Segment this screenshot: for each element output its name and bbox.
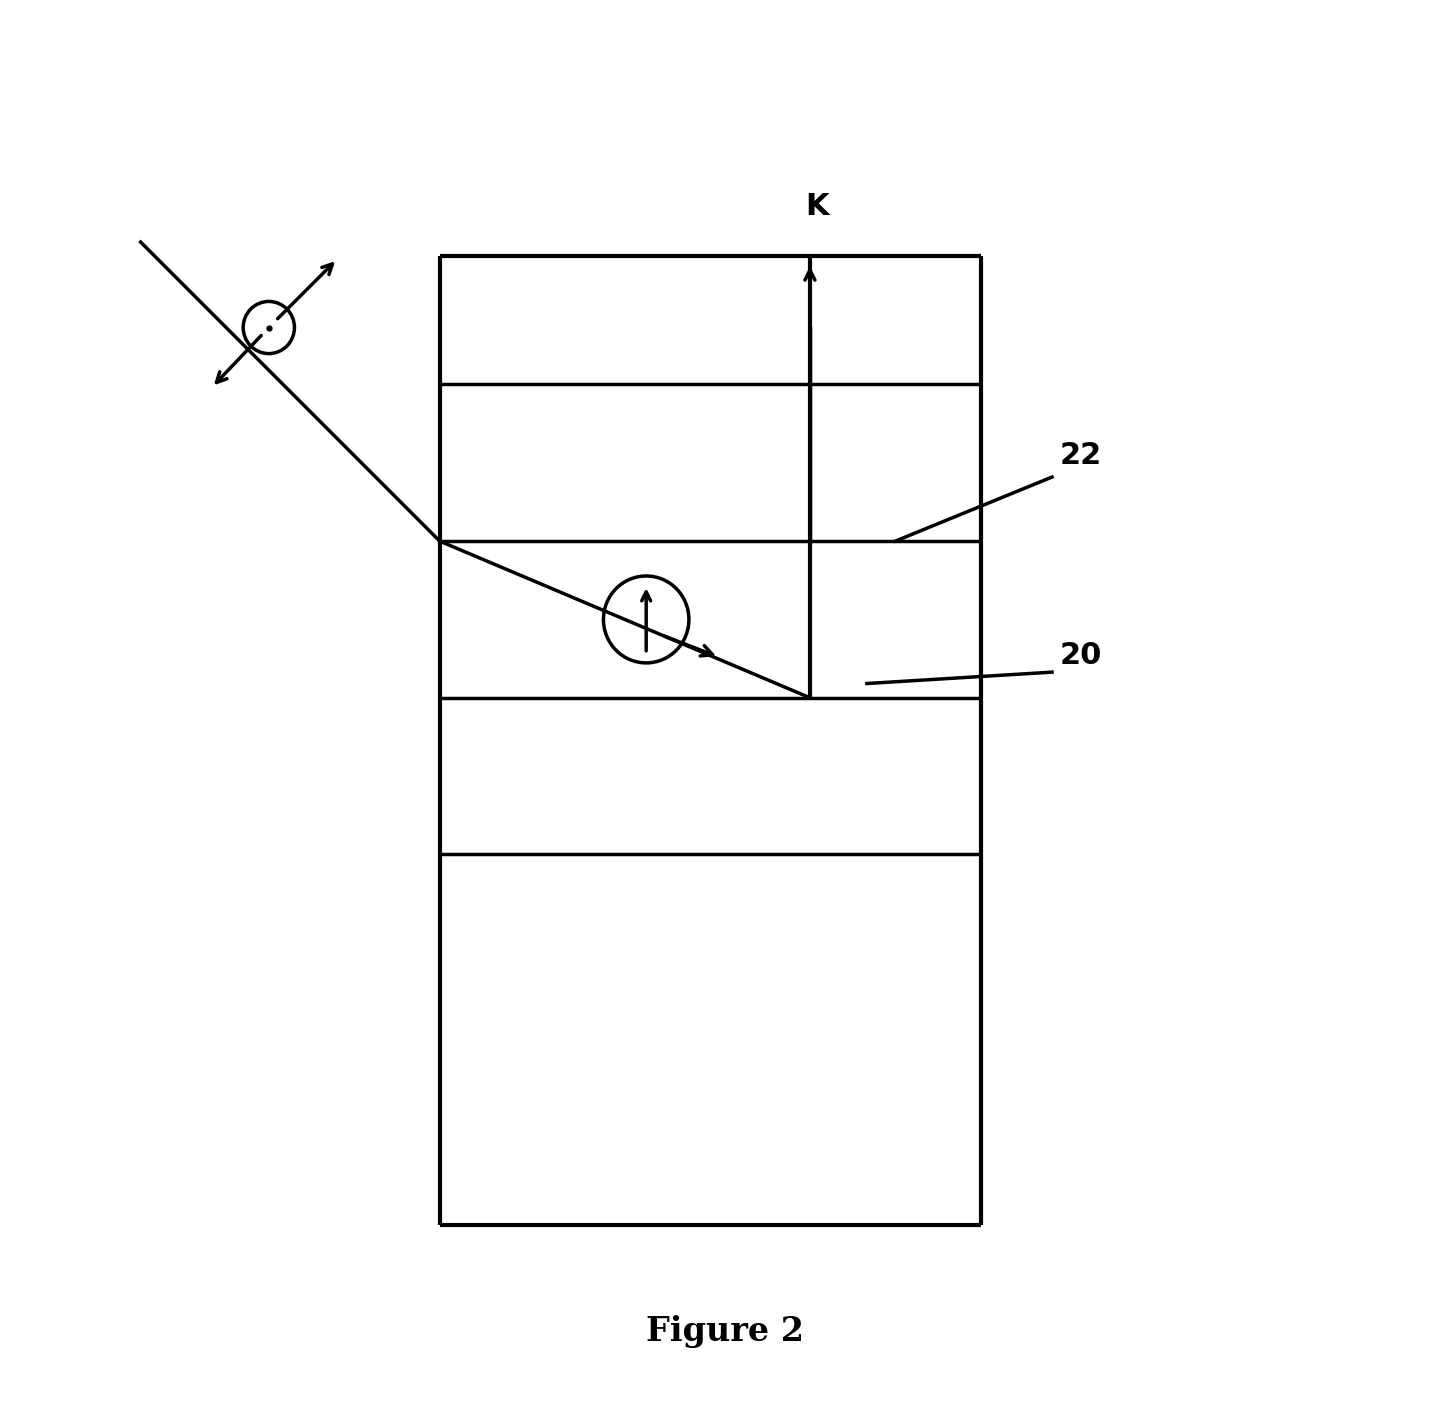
Text: 20: 20: [1059, 641, 1101, 669]
Text: 22: 22: [1059, 441, 1101, 470]
Text: Figure 2: Figure 2: [645, 1314, 804, 1349]
Text: K: K: [806, 192, 829, 221]
